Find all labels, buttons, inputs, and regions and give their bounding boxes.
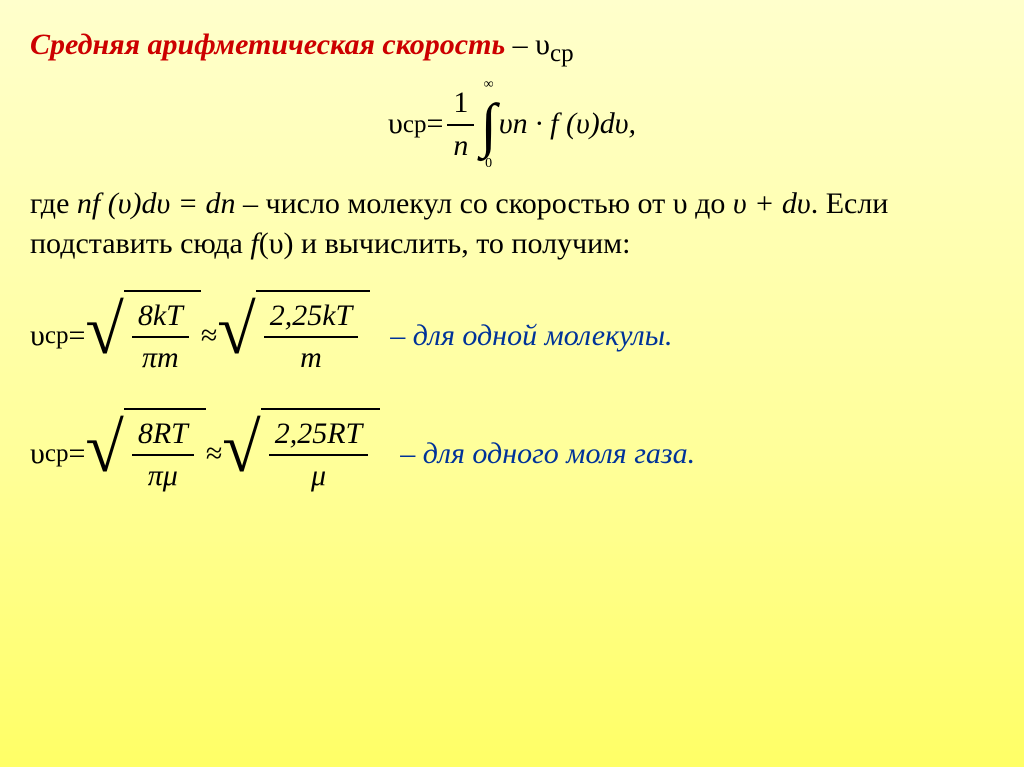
sqrt-icon: √ [217, 296, 255, 389]
eq1-equals: = [426, 104, 443, 145]
eq3-frac1: 8RT πμ [132, 414, 194, 497]
sqrt-icon: √ [85, 296, 123, 389]
eq3-eq: = [68, 434, 85, 475]
fv: f [250, 227, 258, 260]
title-dash: – [505, 28, 535, 61]
eq2-approx: ≈ [201, 316, 217, 357]
eq3-frac2: 2,25RT μ [269, 414, 369, 497]
eq3-s2-bot: μ [305, 456, 332, 497]
eq2-lhs-sym: υ [30, 316, 45, 357]
eq2-lhs-sub: ср [45, 319, 69, 353]
where-text: где [30, 187, 77, 220]
eq3-s2-top: 2,25RT [269, 414, 369, 457]
int-symbol: ∫ [480, 95, 496, 155]
eq2-frac1: 8kT πm [132, 296, 189, 379]
eq1-fraction: 1 n [447, 83, 474, 166]
body-paragraph: где nf (υ)dυ = dn – число молекул со ско… [30, 184, 994, 265]
page-title: Средняя арифметическая скорость – υср [30, 25, 994, 71]
eq3-s1-bot: πμ [142, 456, 184, 497]
equation-mole: υср = √ 8RT πμ ≈ √ 2,25RT μ – для одного… [30, 408, 994, 501]
eq3-approx: ≈ [206, 434, 222, 475]
note-molecule: – для одной молекулы. [390, 316, 672, 357]
expr-nf: nf (υ)dυ = dn [77, 187, 236, 220]
expr-vdv: υ + dυ [733, 187, 811, 220]
sqrt-icon: √ [222, 414, 260, 507]
fv-arg: (υ) [259, 227, 294, 260]
eq2-s1-bot: πm [136, 338, 185, 379]
eq2-s1-top: 8kT [132, 296, 189, 339]
eq2-eq: = [68, 316, 85, 357]
title-sub: ср [550, 40, 574, 67]
eq1-lhs-sub: ср [403, 108, 427, 142]
title-sym: υ [535, 28, 550, 61]
eq2-s2-bot: m [294, 338, 328, 379]
eq1-integrand: υn · f (υ)dυ, [499, 104, 636, 145]
note-mole: – для одного моля газа. [400, 434, 695, 475]
eq1-frac-top: 1 [447, 83, 474, 126]
eq3-sqrt2: √ 2,25RT μ [222, 408, 380, 501]
text-compute: и вычислить, то получим: [294, 227, 631, 260]
equation-molecule: υср = √ 8kT πm ≈ √ 2,25kT m – для одной … [30, 290, 994, 383]
eq3-lhs-sym: υ [30, 434, 45, 475]
sqrt-icon: √ [85, 414, 123, 507]
text-molecules: – число молекул со скоростью от υ до [236, 187, 733, 220]
eq1-lhs-sym: υ [388, 104, 403, 145]
eq2-sqrt2: √ 2,25kT m [217, 290, 370, 383]
title-red: Средняя арифметическая скорость [30, 28, 505, 61]
eq3-sqrt1: √ 8RT πμ [85, 408, 205, 501]
equation-integral: υср = 1 n ∞ ∫ 0 υn · f (υ)dυ, [30, 76, 994, 174]
eq2-s2-top: 2,25kT [264, 296, 359, 339]
int-lower: 0 [485, 155, 492, 174]
eq2-sqrt1: √ 8kT πm [85, 290, 200, 383]
eq2-frac2: 2,25kT m [264, 296, 359, 379]
eq3-s1-top: 8RT [132, 414, 194, 457]
integral-sign: ∞ ∫ 0 [480, 76, 496, 174]
eq3-lhs-sub: ср [45, 437, 69, 471]
eq1-frac-bot: n [447, 126, 474, 167]
